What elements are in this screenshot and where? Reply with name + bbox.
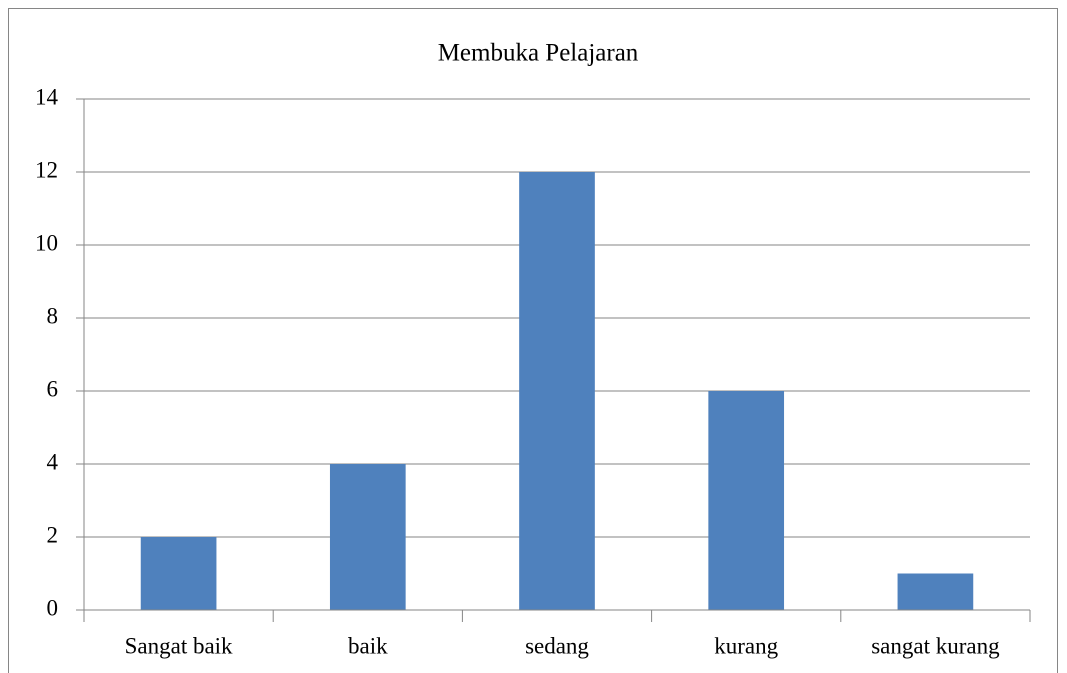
- y-tick-label: 2: [47, 522, 59, 547]
- bar: [897, 573, 974, 610]
- y-tick-label: 10: [35, 230, 58, 255]
- x-tick-label: Sangat baik: [125, 633, 233, 658]
- bar: [708, 391, 785, 610]
- y-tick-label: 12: [35, 157, 58, 182]
- y-tick-label: 4: [47, 449, 59, 474]
- x-tick-label: baik: [348, 633, 388, 658]
- y-tick-label: 0: [47, 595, 59, 620]
- bar: [519, 172, 595, 610]
- bar: [329, 464, 406, 610]
- x-tick-label: kurang: [714, 633, 778, 658]
- chart-title: Membuka Pelajaran: [438, 40, 639, 67]
- x-tick-label: sedang: [525, 633, 589, 658]
- y-tick-label: 8: [47, 303, 59, 328]
- y-tick-label: 14: [35, 84, 59, 109]
- bar: [140, 537, 217, 610]
- x-tick-label: sangat kurang: [871, 633, 1000, 658]
- y-tick-label: 6: [47, 376, 59, 401]
